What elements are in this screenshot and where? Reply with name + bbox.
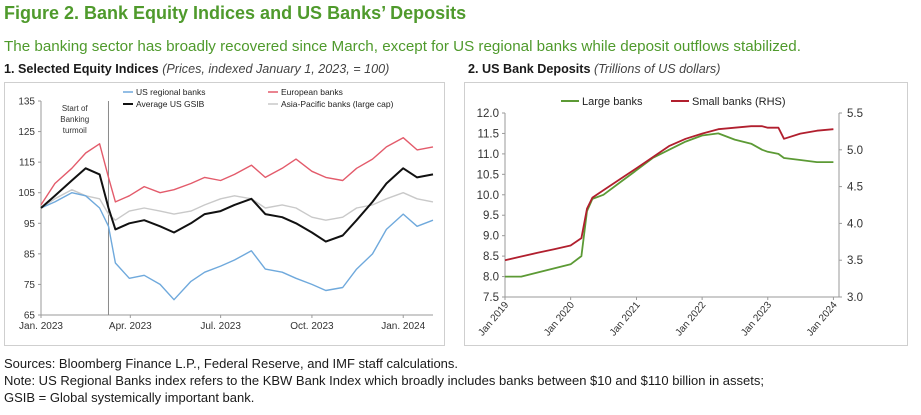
series-line-small-banks-rhs-	[504, 125, 834, 262]
y-tick-label: 115	[19, 158, 35, 169]
right-y-tick-label: 4.0	[847, 218, 863, 230]
figure-notes: Sources: Bloomberg Finance L.P., Federal…	[4, 355, 764, 406]
x-tick-label: Jul. 2023	[200, 321, 241, 332]
left-y-tick-label: 9.5	[483, 210, 499, 222]
panel1-title-units: (Prices, indexed January 1, 2023, = 100)	[162, 62, 390, 76]
left-y-tick-label: 7.5	[483, 292, 499, 304]
y-tick-label: 85	[24, 249, 36, 260]
x-tick-label: Jan 2019	[476, 300, 511, 339]
series-line-european-banks	[40, 137, 434, 206]
legend-label: Average US GSIB	[136, 99, 205, 109]
note-line-1: Note: US Regional Banks index refers to …	[4, 373, 764, 388]
series-line-large-banks	[505, 132, 834, 278]
legend-label: Small banks (RHS)	[692, 96, 786, 108]
x-tick-label: Jan. 2024	[381, 321, 425, 332]
x-tick-label: Oct. 2023	[290, 321, 334, 332]
panel1-title: 1. Selected Equity Indices (Prices, inde…	[4, 62, 389, 76]
left-y-tick-label: 11.0	[477, 149, 499, 161]
left-y-tick-label: 12.0	[477, 108, 499, 120]
right-y-tick-label: 3.0	[847, 292, 863, 304]
note-line-2: GSIB = Global systemically important ban…	[4, 390, 255, 405]
right-y-tick-label: 5.5	[847, 108, 863, 120]
legend-label: Asia-Pacific banks (large cap)	[281, 99, 394, 109]
x-tick-label: Jan 2020	[542, 300, 577, 339]
turmoil-annotation-text: Start of	[62, 104, 89, 113]
panel2-title-text: 2. US Bank Deposits	[468, 62, 591, 76]
deposits-chart: 7.5 8.0 8.5 9.0 9.5 10.0 10.5 11.0 11.5 12.0 3.0 3.…	[476, 96, 863, 339]
y-tick-label: 135	[18, 97, 35, 108]
turmoil-annotation-text: turmoil	[63, 126, 87, 135]
left-y-tick-label: 9.0	[483, 231, 499, 243]
turmoil-annotation-text: Banking	[60, 115, 89, 124]
y-tick-label: 105	[18, 188, 35, 199]
y-tick-label: 65	[24, 311, 36, 322]
legend-label: Large banks	[582, 96, 643, 108]
panel2-title: 2. US Bank Deposits (Trillions of US dol…	[468, 62, 720, 76]
equity-chart: 65 75 85 95 105 115 125 135 Jan. 2023 Apr. 2023 Ju…	[18, 87, 434, 332]
panel1-title-text: 1. Selected Equity Indices	[4, 62, 159, 76]
series-line-average-us-gsib	[40, 167, 434, 243]
x-tick-label: Jan 2024	[805, 300, 840, 339]
deposits-chart-box: 7.5 8.0 8.5 9.0 9.5 10.0 10.5 11.0 11.5 12.0 3.0 3.…	[464, 82, 908, 346]
series-line-us-regional-banks	[40, 191, 434, 301]
right-y-tick-label: 5.0	[847, 145, 863, 157]
equity-chart-box: 65 75 85 95 105 115 125 135 Jan. 2023 Apr. 2023 Ju…	[4, 82, 445, 346]
x-tick-label: Jan 2021	[608, 300, 643, 339]
x-tick-label: Jan 2023	[739, 300, 774, 339]
panel2-title-units: (Trillions of US dollars)	[593, 62, 721, 76]
y-tick-label: 75	[24, 280, 36, 291]
series-line-asia-pacific-banks-large-cap-	[40, 188, 434, 221]
left-y-tick-label: 11.5	[477, 128, 499, 140]
right-y-tick-label: 3.5	[847, 255, 863, 267]
sources-note: Sources: Bloomberg Finance L.P., Federal…	[4, 356, 459, 371]
figure-subtitle: The banking sector has broadly recovered…	[4, 38, 801, 55]
left-y-tick-label: 10.5	[477, 169, 499, 181]
left-y-tick-label: 8.0	[483, 272, 499, 284]
left-y-tick-label: 10.0	[477, 190, 499, 202]
legend-label: European banks	[281, 87, 343, 97]
left-y-tick-label: 8.5	[483, 251, 499, 263]
x-tick-label: Jan. 2023	[19, 321, 63, 332]
x-tick-label: Jan 2022	[674, 300, 709, 339]
x-tick-label: Apr. 2023	[109, 321, 152, 332]
figure-title: Figure 2. Bank Equity Indices and US Ban…	[4, 3, 467, 23]
y-tick-label: 125	[18, 127, 35, 138]
legend-label: US regional banks	[136, 87, 205, 97]
right-y-tick-label: 4.5	[847, 182, 863, 194]
y-tick-label: 95	[24, 219, 36, 230]
